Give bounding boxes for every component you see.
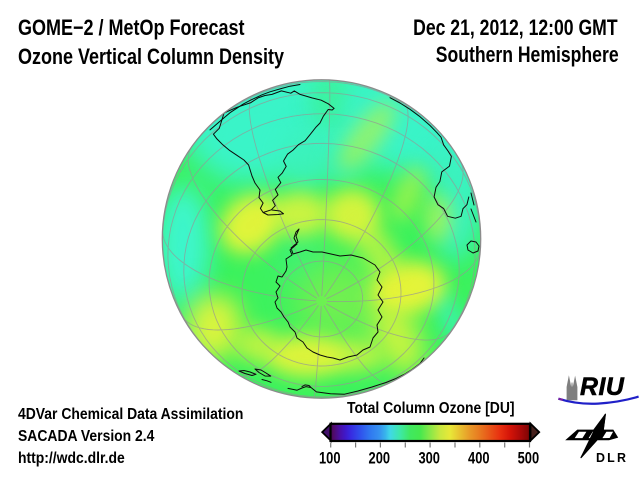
svg-text:400: 400 bbox=[468, 448, 490, 467]
svg-text:300: 300 bbox=[418, 448, 440, 467]
svg-text:100: 100 bbox=[319, 448, 341, 467]
svg-text:500: 500 bbox=[518, 448, 540, 467]
svg-text:200: 200 bbox=[369, 448, 391, 467]
